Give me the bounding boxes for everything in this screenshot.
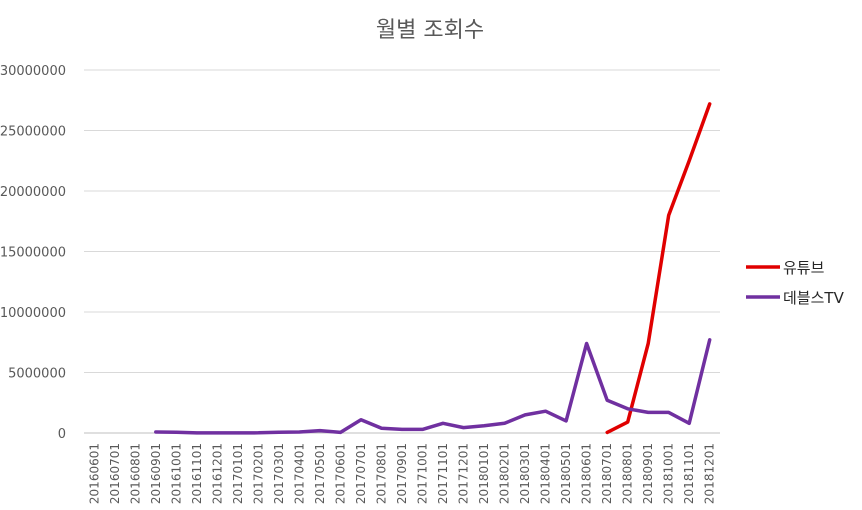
x-tick-label: 20160701 <box>108 443 122 504</box>
data-point <box>318 429 322 432</box>
data-point <box>400 428 404 431</box>
x-tick-label: 20161201 <box>210 443 224 504</box>
x-tick-label: 20170501 <box>313 443 327 504</box>
series-line <box>605 102 712 435</box>
x-tick-label: 20180401 <box>539 443 553 504</box>
x-tick-label: 20181101 <box>682 443 696 504</box>
data-point <box>523 413 527 417</box>
x-tick-label: 20160601 <box>87 443 101 504</box>
x-tick-label: 20160801 <box>128 443 142 504</box>
x-tick-label: 20170801 <box>374 443 388 504</box>
legend-label: 데블스TV <box>783 289 845 307</box>
x-tick-label: 20181001 <box>662 443 676 504</box>
data-point <box>482 424 486 427</box>
data-point <box>339 431 342 434</box>
data-point <box>606 431 609 434</box>
x-tick-label: 20180301 <box>518 443 532 504</box>
y-tick-label: 30000000 <box>0 64 66 79</box>
data-point <box>359 418 363 421</box>
data-point <box>421 428 424 431</box>
data-point <box>606 399 609 402</box>
data-point <box>708 338 711 341</box>
data-point <box>626 420 629 424</box>
y-tick-label: 20000000 <box>0 185 66 200</box>
series-line <box>154 338 712 435</box>
x-tick-label: 20170601 <box>333 443 347 504</box>
legend-item: 유튜브 <box>746 259 825 277</box>
x-tick-label: 20171001 <box>416 443 430 504</box>
x-tick-label: 20180701 <box>600 443 614 504</box>
data-point <box>708 102 711 106</box>
x-tick-label: 20161001 <box>169 443 183 504</box>
x-tick-label: 20170301 <box>272 443 286 504</box>
x-tick-label: 20171101 <box>436 443 450 504</box>
x-tick-label: 20180501 <box>559 443 573 504</box>
data-point <box>667 214 670 217</box>
data-point <box>688 422 691 425</box>
y-tick-label: 10000000 <box>0 306 66 321</box>
data-point <box>647 411 650 414</box>
data-point <box>257 431 260 434</box>
data-point <box>503 422 506 425</box>
y-tick-label: 15000000 <box>0 246 66 261</box>
x-tick-label: 20160901 <box>149 443 163 504</box>
y-tick-label: 5000000 <box>8 367 66 382</box>
data-point <box>236 431 240 435</box>
data-point <box>298 430 301 434</box>
data-point <box>154 430 157 434</box>
data-point <box>626 407 629 410</box>
x-tick-label: 20180601 <box>580 443 594 504</box>
x-tick-label: 20180801 <box>621 443 635 504</box>
gridlines <box>84 69 720 434</box>
data-point <box>277 431 281 434</box>
x-tick-label: 20181201 <box>703 443 717 504</box>
x-tick-label: 20170901 <box>395 443 409 504</box>
series-lines <box>154 102 712 435</box>
x-tick-label: 20161101 <box>190 443 204 504</box>
data-point <box>688 159 691 162</box>
series-2 <box>154 338 712 435</box>
data-point <box>585 342 588 345</box>
data-point <box>462 426 465 429</box>
data-point <box>175 431 178 434</box>
x-tick-label: 20180901 <box>641 443 655 504</box>
x-tick-label: 20170201 <box>251 443 265 504</box>
data-point <box>441 422 445 425</box>
data-point <box>667 411 670 414</box>
chart-title: 월별 조회수 <box>376 18 484 43</box>
x-tick-label: 20170401 <box>292 443 306 504</box>
x-tick-label: 20170101 <box>231 443 245 504</box>
data-point <box>380 427 383 430</box>
data-point <box>216 431 219 435</box>
y-tick-label: 0 <box>58 427 66 442</box>
x-tick-label: 20180201 <box>498 443 512 504</box>
data-point <box>195 431 198 435</box>
legend-label: 유튜브 <box>783 259 825 277</box>
series-1 <box>605 102 712 435</box>
y-tick-label: 25000000 <box>0 125 66 140</box>
x-axis-ticks: 20160601 20160701 20160801 20160901 20161001… <box>87 443 716 504</box>
x-tick-label: 20171201 <box>457 443 471 504</box>
legend-item: 데블스TV <box>746 289 845 307</box>
y-axis-ticks: 0 5000000 10000000 15000000 20000000 25000000… <box>0 64 66 442</box>
data-point <box>564 419 568 423</box>
data-point <box>544 410 547 413</box>
x-tick-label: 20180101 <box>477 443 491 504</box>
x-tick-label: 20170701 <box>354 443 368 504</box>
data-point <box>647 342 650 345</box>
